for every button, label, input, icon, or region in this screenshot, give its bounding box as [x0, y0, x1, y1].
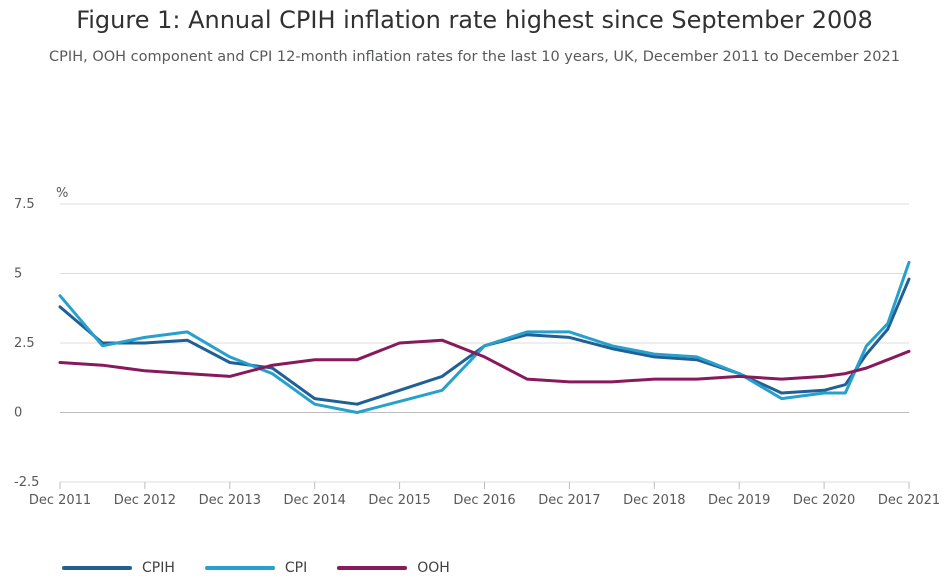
x-tick-label: Dec 2015 — [368, 493, 430, 508]
chart-title: Figure 1: Annual CPIH inflation rate hig… — [76, 6, 873, 34]
legend-item-ooh: OOH — [337, 560, 450, 576]
x-tick-label: Dec 2014 — [284, 493, 346, 508]
y-axis-label: % — [56, 186, 68, 201]
x-tick-label: Dec 2012 — [114, 493, 176, 508]
x-tick-label: Dec 2021 — [878, 493, 940, 508]
series-line-ooh — [58, 338, 911, 384]
legend-label-cpi: CPI — [284, 560, 308, 576]
chart-subtitle: CPIH, OOH component and CPI 12-month inf… — [49, 49, 900, 65]
series-line-cpih — [58, 277, 911, 406]
y-tick-label: 0 — [14, 406, 22, 421]
y-tick-label: 7.5 — [14, 197, 35, 212]
legend-swatch-cpih — [62, 566, 132, 570]
x-tick-label: Dec 2013 — [199, 493, 261, 508]
x-tick-label: Dec 2017 — [538, 493, 600, 508]
legend: CPIH CPI OOH — [62, 560, 480, 576]
y-tick-label: 5 — [14, 267, 22, 282]
legend-label-ooh: OOH — [417, 560, 450, 576]
legend-label-cpih: CPIH — [142, 560, 175, 576]
legend-item-cpih: CPIH — [62, 560, 175, 576]
x-tick-label: Dec 2020 — [793, 493, 855, 508]
x-tick-label: Dec 2016 — [453, 493, 515, 508]
legend-swatch-cpi — [204, 566, 275, 570]
x-tick-label: Dec 2019 — [708, 493, 770, 508]
y-tick-label: -2.5 — [14, 475, 39, 490]
x-tick-label: Dec 2011 — [29, 493, 91, 508]
legend-item-cpi: CPI — [204, 560, 308, 576]
series-line-cpi — [58, 260, 911, 414]
legend-swatch-ooh — [337, 566, 408, 570]
x-tick-label: Dec 2018 — [623, 493, 685, 508]
y-tick-label: 2.5 — [14, 336, 35, 351]
